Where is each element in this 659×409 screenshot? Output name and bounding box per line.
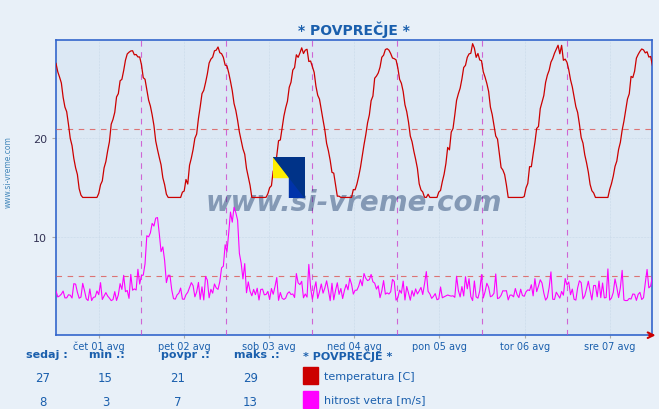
Text: www.si-vreme.com: www.si-vreme.com bbox=[3, 136, 13, 208]
Bar bbox=[303, 391, 318, 408]
Text: 7: 7 bbox=[174, 395, 182, 408]
Text: 27: 27 bbox=[36, 371, 50, 384]
Text: min .:: min .: bbox=[89, 349, 125, 359]
Title: * POVPREČJE *: * POVPREČJE * bbox=[299, 22, 410, 38]
Text: 15: 15 bbox=[98, 371, 113, 384]
Text: 8: 8 bbox=[39, 395, 47, 408]
Polygon shape bbox=[289, 157, 305, 178]
Text: povpr .:: povpr .: bbox=[161, 349, 210, 359]
Text: * POVPREČJE *: * POVPREČJE * bbox=[303, 349, 393, 361]
Bar bbox=[289, 178, 305, 198]
Text: maks .:: maks .: bbox=[234, 349, 279, 359]
Text: sedaj :: sedaj : bbox=[26, 349, 68, 359]
Text: 21: 21 bbox=[171, 371, 185, 384]
Text: hitrost vetra [m/s]: hitrost vetra [m/s] bbox=[324, 395, 426, 405]
Text: 3: 3 bbox=[101, 395, 109, 408]
Text: 29: 29 bbox=[243, 371, 258, 384]
Text: www.si-vreme.com: www.si-vreme.com bbox=[206, 189, 502, 217]
Text: temperatura [C]: temperatura [C] bbox=[324, 371, 415, 381]
Polygon shape bbox=[273, 157, 305, 198]
Text: 13: 13 bbox=[243, 395, 258, 408]
Bar bbox=[303, 367, 318, 384]
Bar bbox=[273, 157, 289, 178]
